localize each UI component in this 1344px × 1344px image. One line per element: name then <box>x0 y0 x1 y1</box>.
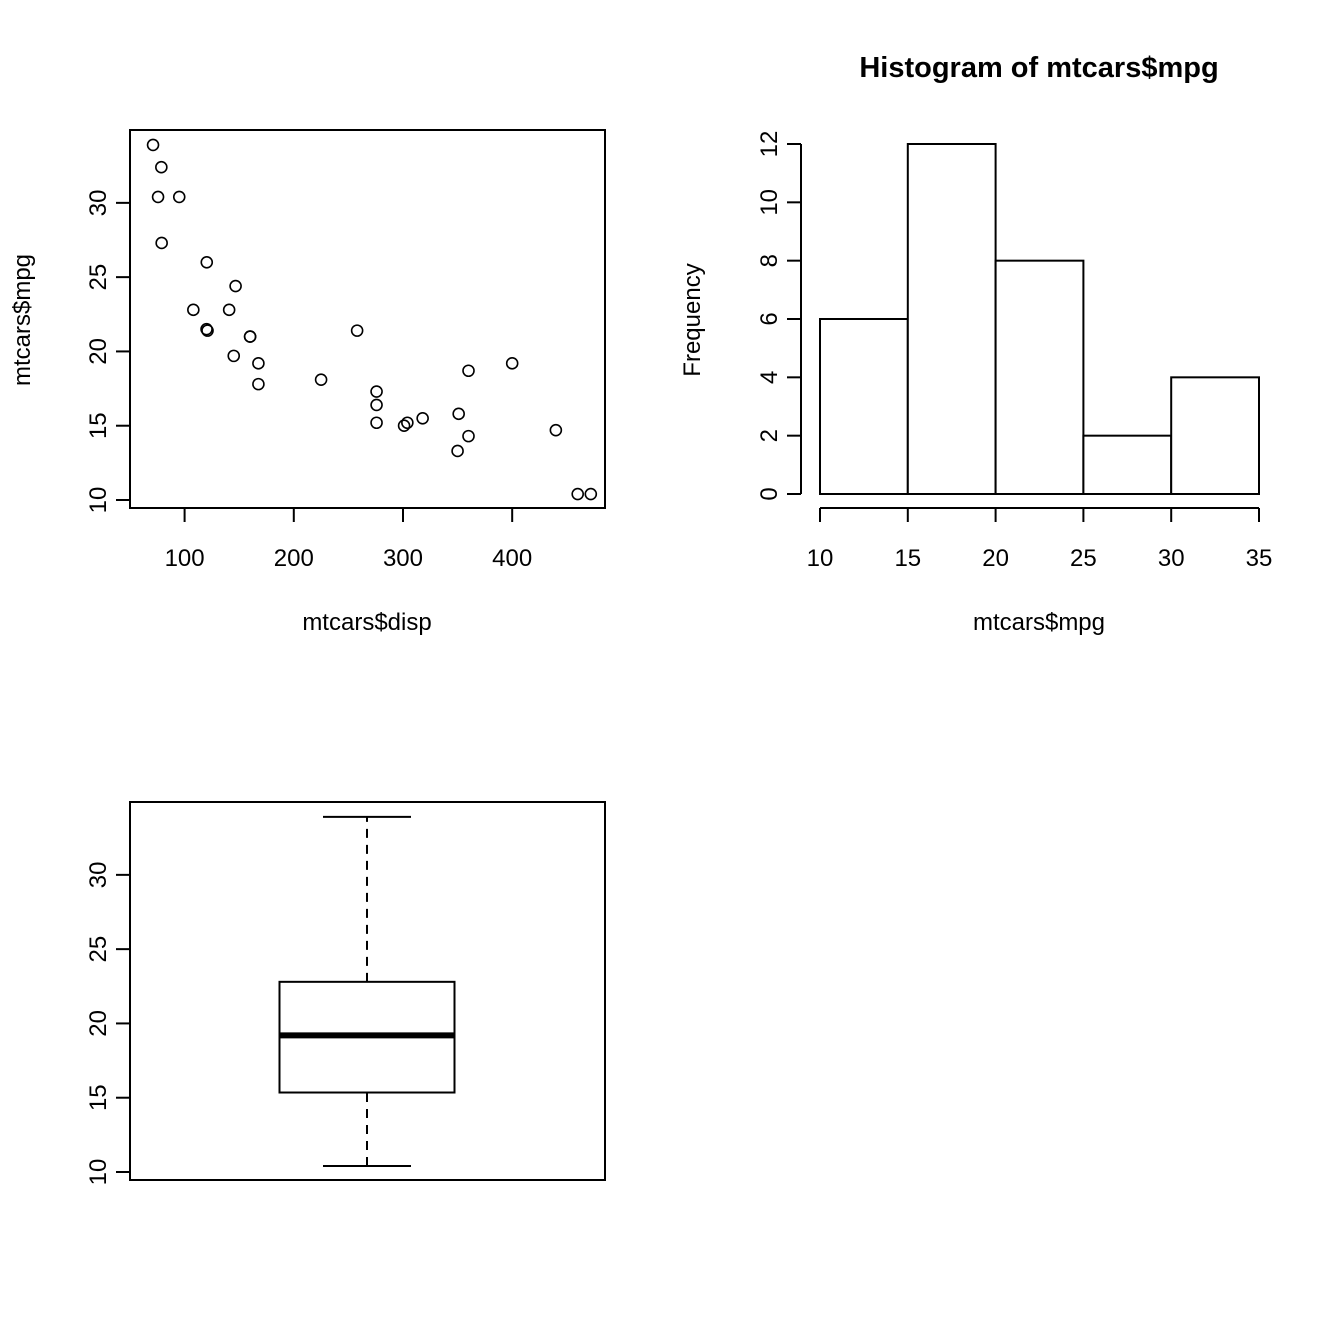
histogram-bar <box>819 318 909 495</box>
scatter-point <box>370 385 383 398</box>
scatter-point <box>505 357 519 370</box>
boxplot-y-axis: 10 15 20 25 30 <box>85 862 131 1186</box>
histogram-bar <box>1082 434 1173 495</box>
scatter-point <box>172 190 186 204</box>
scatter-point <box>462 364 475 378</box>
scatter-point <box>151 190 165 204</box>
scatter-y-tick-label: 25 <box>85 264 112 291</box>
scatter-point <box>200 255 214 269</box>
histogram-bar <box>1170 376 1260 496</box>
histogram-x-tick-label: 25 <box>1070 545 1097 572</box>
scatter-x-tick-label: 400 <box>492 545 532 572</box>
histogram-x-tick-label: 20 <box>982 545 1009 572</box>
histogram-y-axis: 0 2 4 6 8 10 12 <box>756 131 802 501</box>
histogram-y-tick-label: 0 <box>756 487 783 500</box>
scatter-point <box>201 324 214 337</box>
histogram-bars <box>819 143 1260 496</box>
scatter-y-axis: 10 15 20 25 30 <box>85 190 131 514</box>
scatter-y-tick-label: 15 <box>85 412 112 439</box>
scatter-x-tick-label: 300 <box>383 545 423 572</box>
scatter-point <box>155 236 168 250</box>
scatter-point <box>397 419 411 433</box>
boxplot-panel: 10 15 20 25 30 <box>85 801 606 1186</box>
scatter-x-tick-label: 200 <box>274 545 314 572</box>
scatter-point <box>451 444 464 458</box>
scatter-y-tick-label: 20 <box>85 338 112 365</box>
histogram-x-axis-label: mtcars$mpg <box>973 609 1105 636</box>
boxplot-y-tick-label: 10 <box>85 1159 112 1186</box>
histogram-x-tick-label: 15 <box>894 545 921 572</box>
histogram-bar <box>906 143 997 495</box>
scatter-point <box>314 373 328 386</box>
histogram-bar <box>994 259 1085 495</box>
scatter-y-tick-label: 30 <box>85 190 112 217</box>
boxplot-y-tick-label: 20 <box>85 1010 112 1037</box>
histogram-x-tick-label: 10 <box>807 545 834 572</box>
histogram-panel: Histogram of mtcars$mpg 10 15 20 25 30 35 0 2 4… <box>679 52 1272 636</box>
scatter-x-axis: 100 200 300 400 <box>165 507 532 572</box>
scatter-point <box>571 487 585 501</box>
scatter-point <box>462 429 475 443</box>
scatter-point <box>584 487 598 501</box>
scatter-point <box>252 377 265 391</box>
scatter-point <box>401 416 414 430</box>
scatter-point <box>229 279 242 293</box>
scatter-point <box>416 411 429 425</box>
boxplot-box <box>278 815 456 1168</box>
histogram-title: Histogram of mtcars$mpg <box>859 52 1218 84</box>
scatter-point <box>227 349 241 363</box>
scatter-point <box>155 160 168 174</box>
histogram-y-axis-label: Frequency <box>679 263 706 376</box>
boxplot-y-tick-label: 15 <box>85 1084 112 1111</box>
scatter-points <box>146 138 598 501</box>
scatter-point <box>370 398 383 412</box>
scatter-point <box>350 324 364 337</box>
histogram-x-tick-label: 30 <box>1158 545 1185 572</box>
scatter-point <box>222 303 236 317</box>
histogram-y-tick-label: 12 <box>756 131 783 158</box>
histogram-x-axis: 10 15 20 25 30 35 <box>807 507 1273 572</box>
scatter-point <box>243 330 257 343</box>
scatter-panel: 100 200 300 400 10 15 20 25 30 mtcars$disp mtca… <box>9 129 606 636</box>
histogram-y-tick-label: 8 <box>756 254 783 267</box>
scatter-y-axis-label: mtcars$mpg <box>9 254 36 386</box>
scatter-point <box>549 423 563 437</box>
scatter-x-tick-label: 100 <box>165 545 205 572</box>
boxplot-frame <box>129 801 606 1181</box>
scatter-x-axis-label: mtcars$disp <box>302 609 431 636</box>
histogram-y-tick-label: 10 <box>756 189 783 216</box>
scatter-point <box>252 357 265 370</box>
histogram-y-tick-label: 4 <box>756 371 783 384</box>
scatter-y-tick-label: 10 <box>85 487 112 514</box>
histogram-y-tick-label: 6 <box>756 312 783 325</box>
scatter-point <box>452 407 465 421</box>
boxplot-y-tick-label: 30 <box>85 862 112 889</box>
scatter-point <box>370 416 383 430</box>
scatter-point <box>146 138 160 152</box>
histogram-y-tick-label: 2 <box>756 429 783 442</box>
scatter-point <box>187 303 200 317</box>
scatter-plot-frame <box>129 129 606 509</box>
histogram-x-tick-label: 35 <box>1246 545 1273 572</box>
boxplot-y-tick-label: 25 <box>85 936 112 963</box>
